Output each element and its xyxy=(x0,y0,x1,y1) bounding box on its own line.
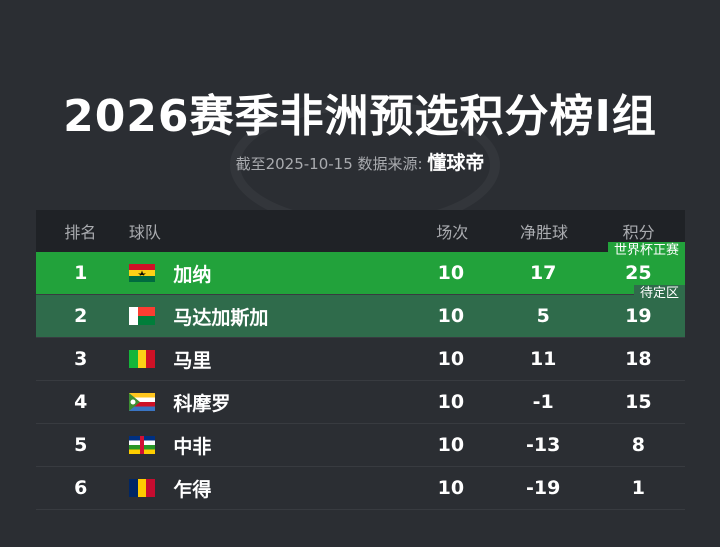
rank: 1 xyxy=(74,262,88,284)
table-header: 排名 球队 场次 净胜球 积分 xyxy=(36,210,685,252)
goal-difference: 5 xyxy=(536,305,550,327)
goal-difference: -19 xyxy=(526,477,561,499)
team-cell: 加纳 xyxy=(125,260,407,287)
played: 10 xyxy=(437,348,465,370)
central-african-republic-flag-icon xyxy=(129,436,156,454)
points: 15 xyxy=(625,391,652,413)
table-row[interactable]: 2 马达加斯加 10 5 19 待定区 xyxy=(36,285,685,338)
team-cell: 中非 xyxy=(125,432,407,459)
points: 1 xyxy=(631,477,645,499)
header-pts: 积分 xyxy=(622,223,655,242)
header-rank: 排名 xyxy=(64,223,97,242)
rank: 4 xyxy=(74,391,88,413)
table-row[interactable]: 5 中非 10 -13 8 xyxy=(36,424,685,467)
standings-table: 排名 球队 场次 净胜球 积分 1 加纳 10 17 25 世界杯正赛 2 马达加斯… xyxy=(36,210,685,510)
played: 10 xyxy=(437,434,465,456)
team-cell: 马达加斯加 xyxy=(125,303,407,330)
points: 19 xyxy=(625,305,652,327)
team-name: 科摩罗 xyxy=(173,392,231,415)
header-played: 场次 xyxy=(436,223,469,242)
data-source: 懂球帝 xyxy=(427,152,485,174)
comoros-flag-icon xyxy=(129,393,156,411)
goal-difference: -13 xyxy=(526,434,561,456)
team-name: 中非 xyxy=(173,435,212,458)
team-name: 加纳 xyxy=(173,263,212,286)
header-gd: 净胜球 xyxy=(520,223,569,242)
team-cell: 科摩罗 xyxy=(125,389,407,416)
date-note: 截至2025-10-15 数据来源: xyxy=(235,155,423,173)
subtitle: 截至2025-10-15 数据来源: 懂球帝 xyxy=(0,148,720,175)
ghana-flag-icon xyxy=(129,264,156,282)
team-name: 马里 xyxy=(173,349,212,372)
goal-difference: -1 xyxy=(532,391,554,413)
table-row[interactable]: 4 科摩罗 10 -1 15 xyxy=(36,381,685,424)
rank: 5 xyxy=(74,434,88,456)
header-team: 球队 xyxy=(128,223,161,242)
team-cell: 乍得 xyxy=(125,475,407,502)
chad-flag-icon xyxy=(129,479,156,497)
table-row[interactable]: 3 马里 10 11 18 xyxy=(36,338,685,381)
goal-difference: 17 xyxy=(529,262,557,284)
table-row[interactable]: 6 乍得 10 -19 1 xyxy=(36,467,685,510)
points: 8 xyxy=(631,434,645,456)
played: 10 xyxy=(437,262,465,284)
played: 10 xyxy=(437,391,465,413)
team-name: 马达加斯加 xyxy=(173,306,269,329)
page-title: 2026赛季非洲预选积分榜I组 xyxy=(63,91,657,142)
table-row[interactable]: 1 加纳 10 17 25 世界杯正赛 xyxy=(36,242,685,295)
zone-badge: 待定区 xyxy=(633,285,685,303)
team-name: 乍得 xyxy=(173,478,212,501)
points: 18 xyxy=(625,348,652,370)
goal-difference: 11 xyxy=(529,348,557,370)
team-cell: 马里 xyxy=(125,346,407,373)
madagascar-flag-icon xyxy=(129,307,156,325)
played: 10 xyxy=(437,305,465,327)
played: 10 xyxy=(437,477,465,499)
points: 25 xyxy=(625,262,652,284)
rank: 6 xyxy=(74,477,88,499)
rank: 3 xyxy=(74,348,88,370)
mali-flag-icon xyxy=(129,350,156,368)
rank: 2 xyxy=(74,305,88,327)
zone-badge: 世界杯正赛 xyxy=(607,242,685,260)
